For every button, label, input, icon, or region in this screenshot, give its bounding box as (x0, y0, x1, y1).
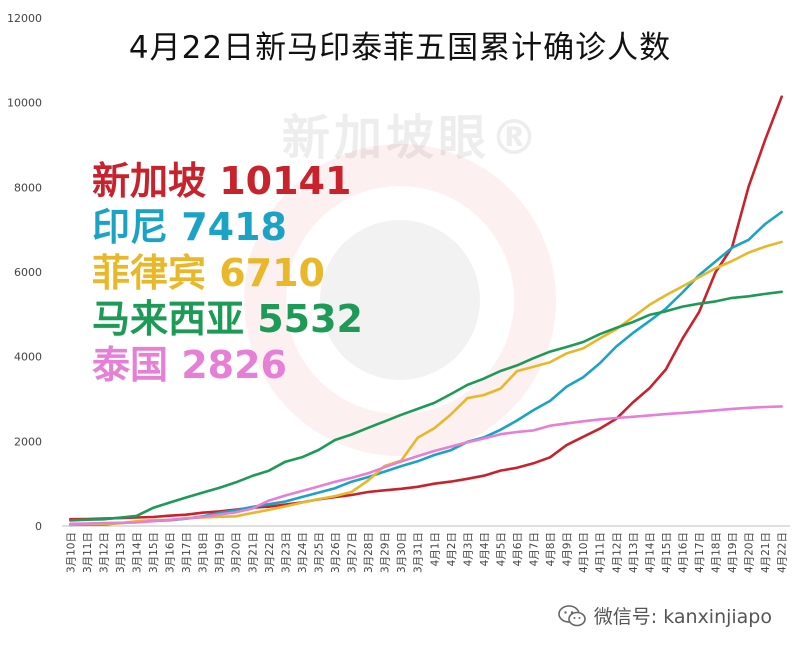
y-tick-label: 12000 (7, 12, 42, 25)
watermark-ring (244, 144, 556, 456)
x-tick-label: 4月5日 (495, 532, 507, 566)
series-lines (69, 95, 784, 527)
x-tick-label: 3月18日 (198, 532, 210, 573)
x-tick-label: 3月17日 (181, 532, 193, 573)
x-tick-label: 3月19日 (214, 532, 226, 573)
x-axis-ticks: 3月10日 3月11日 3月12日 3月13日 3月14日 3月15日 3月16日 3月17日… (65, 532, 788, 573)
y-tick-label: 0 (35, 520, 42, 533)
x-tick-label: 4月12日 (611, 532, 623, 573)
x-tick-label: 3月24日 (297, 532, 309, 573)
x-tick-label: 4月8日 (545, 532, 557, 566)
watermark-logo-circle (244, 144, 556, 456)
x-tick-label: 4月19日 (727, 532, 739, 573)
x-tick-label: 4月22日 (777, 532, 789, 573)
x-tick-label: 3月22日 (264, 532, 276, 573)
y-tick-label: 4000 (14, 351, 42, 364)
x-tick-label: 4月1日 (429, 532, 441, 566)
legend-item: 新加坡 10141 (92, 159, 352, 203)
x-tick-label: 3月27日 (347, 532, 359, 573)
y-tick-label: 6000 (14, 266, 42, 279)
legend-item: 菲律宾 6710 (92, 251, 325, 295)
x-tick-label: 3月20日 (231, 532, 243, 573)
x-tick-label: 3月25日 (313, 532, 325, 573)
x-tick-label: 4月16日 (677, 532, 689, 573)
x-tick-label: 3月14日 (131, 532, 143, 573)
y-tick-label: 2000 (14, 435, 42, 448)
legend-item: 印尼 7418 (92, 205, 287, 249)
x-tick-label: 3月30日 (396, 532, 408, 573)
legend-item: 马来西亚 5532 (92, 297, 363, 341)
wechat-account: 微信号: kanxinjiapo (593, 606, 772, 628)
x-tick-label: 4月4日 (479, 532, 491, 566)
x-tick-label: 3月21日 (247, 532, 259, 573)
y-tick-label: 10000 (7, 97, 42, 110)
x-tick-label: 4月18日 (711, 532, 723, 573)
x-tick-label: 3月15日 (148, 532, 160, 573)
x-tick-label: 3月31日 (413, 532, 425, 573)
x-tick-label: 4月2日 (446, 532, 458, 566)
watermark-disc (320, 220, 480, 380)
x-tick-label: 3月29日 (380, 532, 392, 573)
watermark-text: 新加坡眼® (282, 110, 543, 166)
chart-title: 4月22日新马印泰菲五国累计确诊人数 (128, 30, 672, 66)
series-line-新加坡 (69, 95, 784, 521)
legend-item: 泰国 2826 (92, 343, 287, 387)
x-tick-label: 3月16日 (165, 532, 177, 573)
x-tick-label: 4月21日 (760, 532, 772, 573)
x-tick-label: 4月20日 (744, 532, 756, 573)
x-tick-label: 4月14日 (644, 532, 656, 573)
x-tick-label: 3月12日 (98, 532, 110, 573)
x-tick-label: 4月15日 (661, 532, 673, 573)
x-tick-label: 4月11日 (595, 532, 607, 573)
y-tick-label: 8000 (14, 181, 42, 194)
x-tick-label: 4月13日 (628, 532, 640, 573)
x-tick-label: 3月26日 (330, 532, 342, 573)
x-tick-label: 3月28日 (363, 532, 375, 573)
x-tick-label: 4月17日 (694, 532, 706, 573)
chart-legend: 新加坡 10141 印尼 7418 菲律宾 6710 马来西亚 5532 泰国 2826 (92, 158, 363, 388)
series-line-马来西亚 (69, 290, 784, 522)
wechat-footer: 微信号: kanxinjiapo (557, 602, 772, 629)
y-axis-ticks: 0 2000 4000 6000 8000 10000 12000 (7, 12, 42, 533)
x-tick-label: 4月10日 (578, 532, 590, 573)
x-tick-label: 4月3日 (462, 532, 474, 566)
x-tick-label: 3月11日 (82, 532, 94, 573)
series-line-泰国 (69, 405, 784, 526)
x-tick-label: 4月9日 (562, 532, 574, 566)
x-tick-label: 4月7日 (529, 532, 541, 566)
x-tick-label: 3月10日 (65, 532, 77, 573)
x-tick-label: 3月23日 (280, 532, 292, 573)
x-tick-label: 3月13日 (115, 532, 127, 573)
wechat-icon (557, 604, 586, 626)
x-tick-label: 4月6日 (512, 532, 524, 566)
